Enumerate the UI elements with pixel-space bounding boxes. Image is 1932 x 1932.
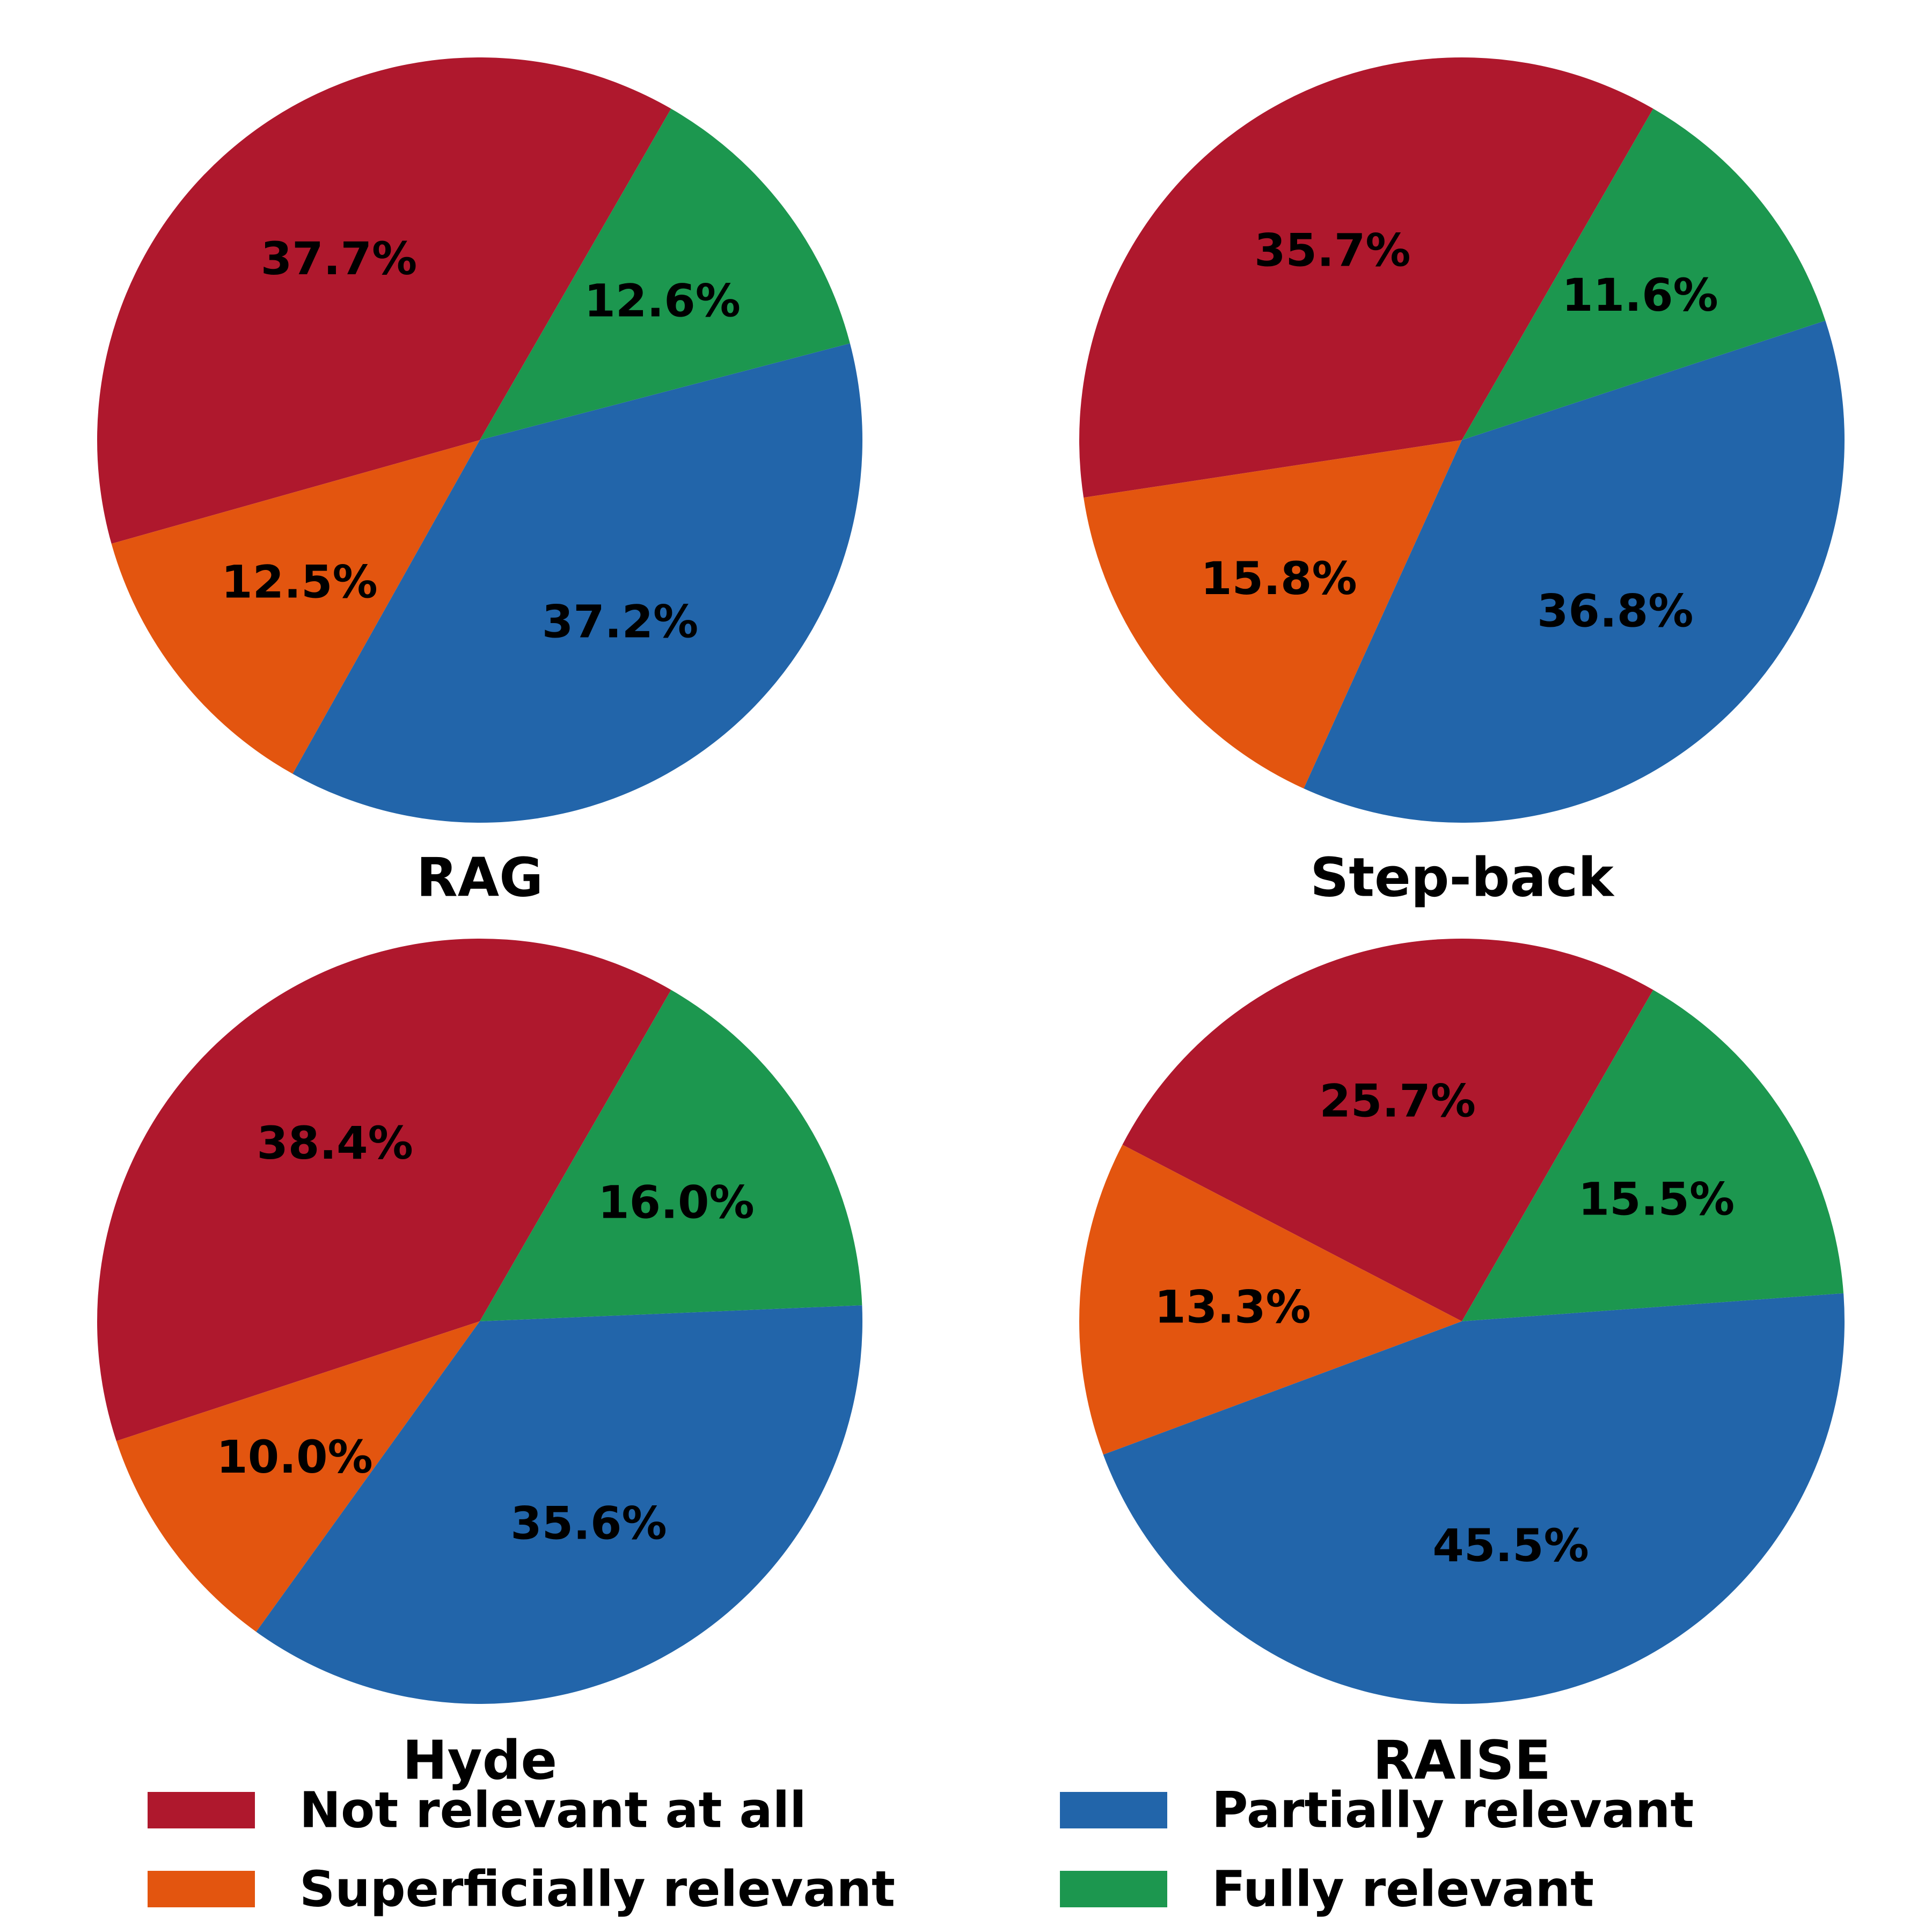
legend-item-not-relevant-at-all: Not relevant at all (148, 1782, 807, 1839)
data-label-superficially-relevant: 15.8% (1201, 552, 1357, 605)
data-label-partially-relevant: 45.5% (1432, 1519, 1589, 1572)
pie-step-back: 35.7% 15.8% 36.8% 11.6% Step-back (1079, 57, 1845, 909)
legend-label: Not relevant at all (299, 1782, 807, 1839)
legend-item-partially-relevant: Partially relevant (1060, 1782, 1694, 1839)
data-label-superficially-relevant: 10.0% (216, 1431, 372, 1483)
data-label-superficially-relevant: 13.3% (1154, 1281, 1311, 1334)
pie-hyde: 38.4% 10.0% 35.6% 16.0% Hyde (97, 938, 862, 1792)
slice-fully-relevant (1462, 990, 1844, 1321)
data-label-superficially-relevant: 12.5% (221, 556, 377, 609)
slice-partially-relevant (1103, 1293, 1845, 1704)
slice-fully-relevant (1462, 108, 1826, 440)
data-label-fully-relevant: 11.6% (1562, 269, 1718, 321)
slice-partially-relevant (292, 343, 863, 823)
data-label-partially-relevant: 35.6% (510, 1497, 667, 1550)
data-label-fully-relevant: 15.5% (1578, 1173, 1735, 1226)
slice-not-relevant-at-all (1079, 57, 1653, 498)
legend-label: Fully relevant (1212, 1861, 1594, 1918)
slice-superficially-relevant (111, 440, 480, 774)
slice-superficially-relevant (1084, 440, 1462, 789)
pie-title: Hyde (402, 1729, 557, 1792)
data-label-partially-relevant: 36.8% (1537, 585, 1693, 638)
slice-not-relevant-at-all (97, 57, 671, 544)
pie-title: RAG (416, 846, 543, 909)
pie-title: Step-back (1310, 846, 1615, 909)
pie-title: RAISE (1373, 1729, 1551, 1792)
legend-item-fully-relevant: Fully relevant (1060, 1861, 1594, 1918)
legend-swatch (148, 1792, 255, 1828)
data-label-not-relevant-at-all: 37.7% (261, 232, 417, 285)
data-label-fully-relevant: 16.0% (598, 1176, 754, 1228)
legend-label: Partially relevant (1212, 1782, 1694, 1839)
data-label-not-relevant-at-all: 35.7% (1254, 224, 1410, 277)
legend-item-superficially-relevant: Superficially relevant (148, 1861, 895, 1918)
slice-superficially-relevant (116, 1321, 480, 1632)
data-label-partially-relevant: 37.2% (542, 596, 698, 648)
legend-swatch (148, 1871, 255, 1907)
data-label-fully-relevant: 12.6% (584, 275, 740, 327)
legend-swatch (1060, 1871, 1167, 1907)
slice-superficially-relevant (1079, 1144, 1462, 1455)
slice-partially-relevant (1304, 320, 1845, 823)
pie-raise: 25.7% 13.3% 45.5% 15.5% RAISE (1079, 938, 1845, 1792)
legend-label: Superficially relevant (299, 1861, 895, 1918)
slice-fully-relevant (480, 108, 850, 440)
legend-swatch (1060, 1792, 1167, 1828)
pie-rag: 37.7% 12.5% 37.2% 12.6% RAG (97, 57, 863, 909)
data-label-not-relevant-at-all: 38.4% (257, 1117, 413, 1169)
slice-not-relevant-at-all (97, 938, 671, 1441)
slice-fully-relevant (480, 990, 862, 1321)
data-label-not-relevant-at-all: 25.7% (1319, 1074, 1475, 1127)
slice-not-relevant-at-all (1122, 938, 1653, 1321)
slice-partially-relevant (256, 1305, 862, 1704)
legend: Not relevant at all Partially relevant Sup… (148, 1782, 1694, 1918)
